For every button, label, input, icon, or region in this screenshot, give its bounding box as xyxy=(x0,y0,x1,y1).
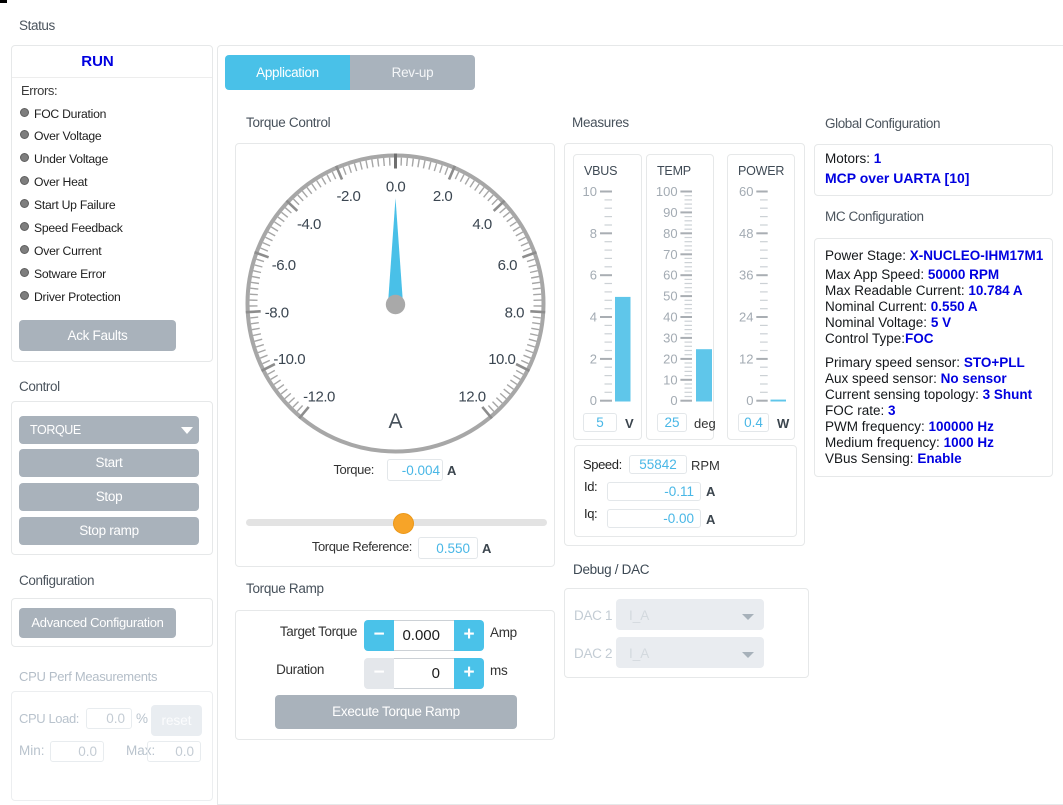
svg-text:0: 0 xyxy=(670,393,677,408)
svg-text:12.0: 12.0 xyxy=(458,389,485,406)
svg-text:10.0: 10.0 xyxy=(488,351,515,368)
svg-text:6.0: 6.0 xyxy=(498,257,518,274)
svg-text:-12.0: -12.0 xyxy=(303,389,335,406)
svg-text:70: 70 xyxy=(663,247,677,262)
svg-text:-10.0: -10.0 xyxy=(273,351,305,368)
svg-text:0: 0 xyxy=(590,393,597,408)
svg-text:4: 4 xyxy=(590,310,597,325)
svg-text:-8.0: -8.0 xyxy=(265,304,289,321)
svg-text:6: 6 xyxy=(590,268,597,283)
svg-text:-4.0: -4.0 xyxy=(297,216,321,233)
svg-text:10: 10 xyxy=(583,184,597,199)
svg-text:60: 60 xyxy=(739,184,753,199)
svg-text:10: 10 xyxy=(663,372,677,387)
svg-text:POWER: POWER xyxy=(738,164,784,178)
svg-text:2.0: 2.0 xyxy=(433,188,453,205)
svg-text:VBUS: VBUS xyxy=(584,164,617,178)
svg-text:100: 100 xyxy=(656,184,678,199)
svg-text:36: 36 xyxy=(739,268,753,283)
svg-text:8: 8 xyxy=(590,226,597,241)
svg-text:48: 48 xyxy=(739,226,753,241)
svg-text:0.0: 0.0 xyxy=(386,178,406,195)
svg-text:2: 2 xyxy=(590,351,597,366)
svg-text:90: 90 xyxy=(663,205,677,220)
svg-text:20: 20 xyxy=(663,351,677,366)
svg-text:-6.0: -6.0 xyxy=(272,257,296,274)
svg-text:50: 50 xyxy=(663,289,677,304)
svg-text:TEMP: TEMP xyxy=(657,164,691,178)
svg-text:80: 80 xyxy=(663,226,677,241)
svg-text:24: 24 xyxy=(739,310,753,325)
svg-text:12: 12 xyxy=(739,351,753,366)
svg-text:30: 30 xyxy=(663,330,677,345)
svg-text:40: 40 xyxy=(663,310,677,325)
svg-text:-2.0: -2.0 xyxy=(336,188,360,205)
svg-text:0: 0 xyxy=(746,393,753,408)
svg-text:8.0: 8.0 xyxy=(505,304,525,321)
svg-text:A: A xyxy=(388,410,402,433)
svg-text:60: 60 xyxy=(663,268,677,283)
svg-text:4.0: 4.0 xyxy=(472,216,492,233)
